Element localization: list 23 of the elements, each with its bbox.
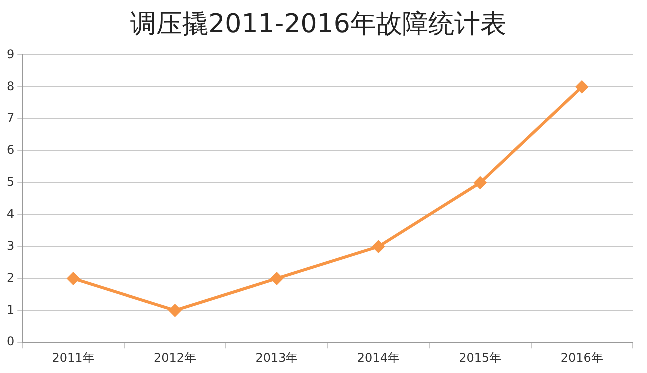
point (372, 240, 386, 254)
y-tick-label: 0 (6, 334, 15, 349)
x-tick-label: 2011年 (52, 350, 95, 365)
chart-title: 调压撬2011-2016年故障统计表 (130, 9, 506, 40)
y-tick-label: 2 (6, 270, 15, 285)
x-tick-label: 2014年 (357, 350, 400, 365)
point (270, 272, 284, 286)
point (474, 176, 487, 190)
y-tick-label: 8 (6, 79, 15, 94)
point (576, 80, 589, 94)
y-tick-label: 5 (6, 175, 15, 190)
point (67, 272, 80, 286)
y-tick-label: 3 (6, 238, 15, 253)
y-tick-label: 1 (6, 302, 15, 317)
x-tick-label: 2016年 (560, 350, 604, 365)
x-tick-label: 2015年 (459, 350, 502, 365)
y-tick-label: 6 (6, 143, 15, 158)
y-tick-label: 9 (6, 47, 15, 62)
y-tick-label: 4 (6, 206, 15, 221)
point (168, 304, 182, 318)
x-tick-label: 2012年 (154, 350, 196, 365)
x-tick-label: 2013年 (256, 350, 298, 365)
y-tick-label: 7 (6, 111, 15, 126)
